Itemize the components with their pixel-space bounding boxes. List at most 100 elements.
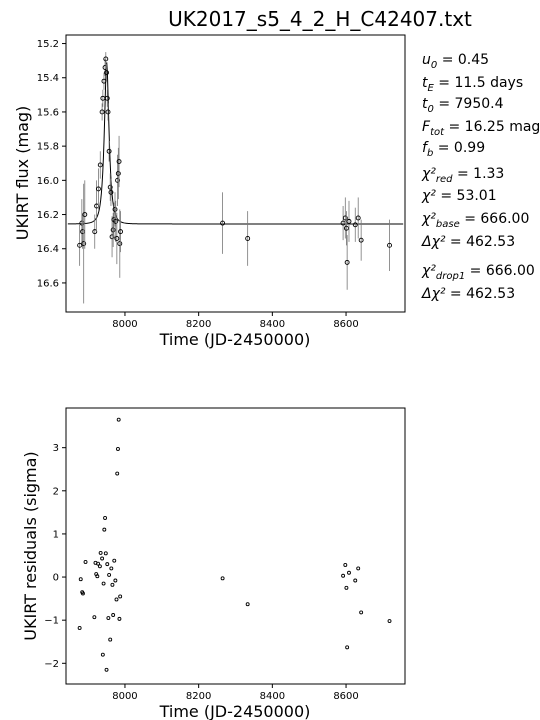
residuals-ytick-label: 0 (53, 573, 59, 584)
residual-point (359, 610, 364, 615)
residuals-ytick-label: −1 (44, 616, 59, 627)
residual-point (102, 527, 107, 532)
residual-point (83, 560, 88, 564)
lightcurve-point (114, 236, 120, 241)
param-fb: fb = 0.99 (422, 140, 485, 159)
residual-point (356, 566, 361, 571)
lightcurve-point (104, 95, 110, 101)
lightcurve-axes-frame (65, 34, 406, 313)
model-curve (67, 62, 404, 225)
lightcurve-ytick-label: 15.6 (37, 107, 59, 118)
lightcurve-point (113, 218, 119, 224)
lightcurve-ytick-label: 15.4 (37, 73, 59, 84)
residuals-axes-frame (65, 407, 406, 685)
lightcurve-ytick-label: 16.6 (37, 278, 59, 289)
lightcurve-point (95, 186, 101, 192)
residual-point (109, 566, 114, 571)
lightcurve-point (107, 184, 113, 190)
residual-point (387, 619, 392, 623)
residual-point (104, 667, 109, 672)
residuals-xtick-label: 8000 (112, 691, 137, 702)
residual-point (114, 597, 119, 602)
chart-title: UK2017_s5_4_2_H_C42407.txt (168, 7, 472, 31)
lightcurve-point (117, 241, 123, 247)
lightcurve-point (82, 212, 88, 217)
param-Ftot: Ftot = 16.25 mag (422, 119, 540, 138)
residual-point (100, 556, 105, 561)
lightcurve-point (343, 225, 349, 231)
lightcurve-point (104, 70, 109, 76)
residual-point (112, 558, 117, 563)
param-chi2base: χ²base = 666.00 (421, 211, 529, 230)
lightcurve-panel: 8000 8200 8400 8600 15.2 15.4 15.6 15.8 16.0 16.2… (13, 34, 406, 349)
lightcurve-xlabel: Time (JD-2450000) (159, 330, 311, 349)
residual-point (344, 585, 349, 590)
lightcurve-point (110, 227, 116, 233)
residual-point (96, 561, 101, 566)
lightcurve-xtick-label: 8600 (333, 319, 358, 330)
lightcurve-point (115, 177, 121, 183)
param-dchi2: Δχ² = 462.53 (421, 234, 515, 250)
lightcurve-point (99, 109, 105, 115)
param-t0: t0 = 7950.4 (422, 96, 504, 115)
lightcurve-xtick-label: 8400 (260, 319, 285, 330)
lightcurve-point (115, 171, 121, 176)
residual-point (113, 578, 118, 583)
residual-point (97, 564, 102, 569)
residuals-xtick-label: 8400 (260, 691, 285, 702)
residuals-xlabel: Time (JD-2450000) (159, 702, 311, 720)
lightcurve-ytick-label: 16.2 (37, 210, 59, 221)
lightcurve-ytick-label: 15.8 (37, 142, 59, 153)
param-chi2drop1: χ²drop1 = 666.00 (421, 263, 535, 282)
lightcurve-point (118, 229, 123, 235)
lightcurve-ylabel: UKIRT flux (mag) (13, 106, 32, 241)
residuals-xtick-label: 8600 (333, 691, 358, 702)
residual-point (118, 594, 123, 599)
lightcurve-point (112, 206, 118, 212)
residual-point (95, 574, 100, 579)
param-u0: u0 = 0.45 (422, 52, 489, 71)
lightcurve-xtick-label: 8000 (112, 319, 137, 330)
residual-point (117, 616, 122, 621)
residual-point (116, 417, 121, 422)
residuals-ylabel: UKIRT residuals (sigma) (21, 451, 40, 640)
residuals-ytick-label: 2 (53, 486, 59, 497)
residual-point (115, 471, 120, 476)
lightcurve-point (101, 78, 107, 84)
residual-point (245, 602, 250, 607)
residual-point (106, 616, 111, 620)
lightcurve-point (102, 65, 108, 70)
lightcurve-ytick-label: 15.2 (37, 39, 59, 50)
lightcurve-point (355, 215, 361, 221)
residuals-ytick-label: 1 (53, 529, 59, 540)
param-dchi2b: Δχ² = 462.53 (421, 286, 515, 302)
residual-point (103, 516, 108, 520)
residual-point (347, 570, 351, 575)
lightcurve-xtick-label: 8200 (186, 319, 211, 330)
lightcurve-point (81, 241, 87, 247)
lightcurve-ytick-label: 16.0 (37, 176, 59, 187)
param-chi2red: χ²red = 1.33 (421, 166, 504, 185)
residual-point (105, 562, 110, 567)
residual-point (341, 573, 346, 578)
residuals-ytick-label: 3 (53, 443, 59, 454)
residual-point (110, 582, 115, 587)
residuals-xtick-label: 8200 (186, 691, 211, 702)
param-chi2: χ² = 53.01 (421, 188, 497, 204)
lightcurve-point (108, 189, 114, 195)
residual-point (345, 645, 350, 650)
param-tE: tE = 11.5 days (422, 75, 523, 94)
residual-point (77, 625, 82, 630)
lightcurve-point (387, 242, 392, 248)
lightcurve-point (352, 222, 358, 228)
fit-parameters: u0 = 0.45 tE = 11.5 days t0 = 7950.4 Ftot =… (421, 52, 540, 302)
lightcurve-point (346, 218, 352, 224)
residuals-ytick-label: −2 (44, 659, 59, 670)
residual-point (92, 615, 97, 620)
residual-point (107, 572, 112, 577)
residual-point (220, 576, 225, 581)
residual-point (116, 447, 120, 451)
residual-point (100, 652, 105, 657)
lightcurve-point (105, 109, 111, 115)
residual-point (353, 578, 358, 583)
